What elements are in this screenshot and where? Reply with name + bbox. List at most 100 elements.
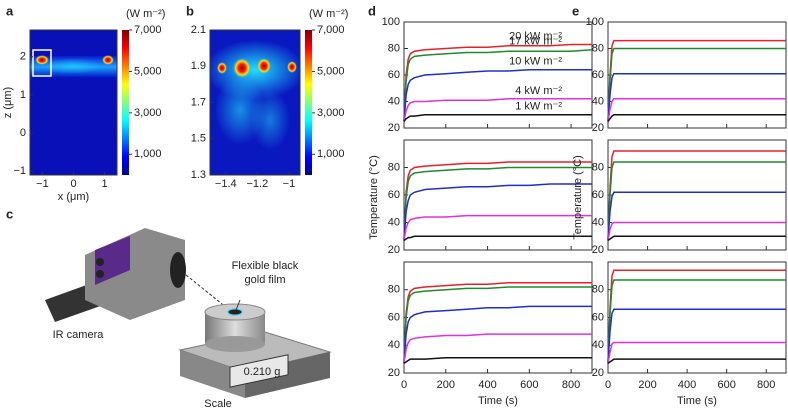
camera-label: IR camera bbox=[53, 329, 105, 341]
y-tick-label: 60 bbox=[388, 69, 400, 81]
y-axis-title: z (μm) bbox=[2, 87, 14, 118]
series-line bbox=[607, 358, 786, 364]
series-line bbox=[403, 166, 592, 241]
plot-frame bbox=[607, 261, 787, 374]
panel-label: d bbox=[368, 3, 376, 18]
film-label: Flexible black bbox=[232, 260, 299, 272]
camera-button bbox=[96, 270, 104, 278]
heatmap-image bbox=[30, 30, 117, 175]
plot-frame bbox=[403, 139, 593, 251]
series-line bbox=[403, 114, 592, 122]
pointer bbox=[235, 299, 241, 311]
x-tick-label: 400 bbox=[478, 379, 496, 391]
y-axis-title: Temperature (°C) bbox=[368, 155, 380, 239]
panel-label: e bbox=[572, 3, 579, 18]
y-tick-label: 20 bbox=[592, 122, 604, 134]
y-tick-label: 60 bbox=[388, 189, 400, 201]
colorbar-unit: (W m⁻²) bbox=[126, 8, 165, 20]
x-tick-label: −1 bbox=[36, 178, 49, 190]
series-line bbox=[607, 269, 786, 364]
colorbar-tick-label: 1,000 bbox=[317, 148, 345, 160]
x-tick-label: 600 bbox=[520, 379, 538, 391]
colorbar-tick-label: 3,000 bbox=[134, 107, 162, 119]
series-line bbox=[403, 43, 592, 122]
x-tick-label: 200 bbox=[638, 379, 656, 391]
y-tick-label: 2 bbox=[20, 51, 26, 63]
y-tick-label: 40 bbox=[388, 216, 400, 228]
x-tick-label: 600 bbox=[717, 379, 735, 391]
series-line bbox=[607, 308, 786, 364]
colorbar-tick-label: 7,000 bbox=[317, 24, 345, 36]
y-tick-label: 40 bbox=[388, 95, 400, 107]
series-line bbox=[607, 47, 786, 122]
y-tick-label: 40 bbox=[592, 95, 604, 107]
y-tick-label: 80 bbox=[388, 284, 400, 296]
series-line bbox=[403, 282, 592, 364]
x-axis-title: Time (s) bbox=[478, 395, 518, 407]
y-tick-label: 80 bbox=[388, 42, 400, 54]
series-line bbox=[607, 341, 786, 364]
colorbar-unit: (W m⁻²) bbox=[309, 8, 348, 20]
y-tick-label: 20 bbox=[388, 122, 400, 134]
x-axis-title: Time (s) bbox=[677, 395, 717, 407]
y-tick-label: 0 bbox=[20, 127, 26, 139]
x-tick-label: 800 bbox=[562, 379, 580, 391]
colorbar-tick-label: 7,000 bbox=[134, 24, 162, 36]
colorbar bbox=[122, 30, 129, 175]
film-sample bbox=[227, 308, 243, 316]
series-label: 10 kW m⁻² bbox=[509, 56, 562, 68]
y-tick-label: 80 bbox=[388, 161, 400, 173]
film-label: gold film bbox=[245, 274, 286, 286]
y-tick-label: 20 bbox=[592, 244, 604, 256]
pedestal-base bbox=[205, 336, 265, 352]
scale-label: Scale bbox=[204, 398, 232, 410]
series-label: 17 kW m⁻² bbox=[509, 36, 562, 48]
y-tick-label: 1 bbox=[20, 89, 26, 101]
series-line bbox=[607, 72, 786, 122]
x-tick-label: 0 bbox=[605, 379, 611, 391]
series-line bbox=[403, 98, 592, 122]
y-tick-label: 1.3 bbox=[191, 169, 206, 181]
y-tick-label: 40 bbox=[388, 339, 400, 351]
plot-frame bbox=[607, 139, 787, 251]
series-line bbox=[403, 356, 592, 364]
colorbar-tick-label: 3,000 bbox=[317, 107, 345, 119]
series-label: 20 kW m⁻² bbox=[509, 30, 562, 42]
series-label: 1 kW m⁻² bbox=[515, 101, 562, 113]
plot-frame bbox=[403, 261, 593, 374]
panel-label: b bbox=[186, 3, 194, 18]
y-tick-label: 20 bbox=[388, 367, 400, 379]
series-line bbox=[607, 114, 786, 122]
series-line bbox=[403, 305, 592, 364]
x-tick-label: 1 bbox=[102, 178, 108, 190]
x-tick-label: 400 bbox=[678, 379, 696, 391]
y-tick-label: 40 bbox=[592, 339, 604, 351]
x-axis-title: x (μm) bbox=[58, 191, 89, 203]
y-tick-label: 20 bbox=[592, 367, 604, 379]
y-tick-label: 60 bbox=[592, 311, 604, 323]
series-line bbox=[607, 98, 786, 122]
y-tick-label: 100 bbox=[382, 16, 400, 28]
x-tick-label: 200 bbox=[437, 379, 455, 391]
series-line bbox=[403, 49, 593, 122]
y-tick-label: 60 bbox=[388, 311, 400, 323]
series-line bbox=[607, 221, 786, 241]
y-axis-title: Temperature (°C) bbox=[572, 155, 584, 239]
illustration: c 0.210 g Flexible black gold film IR ca… bbox=[6, 206, 332, 410]
y-tick-label: 100 bbox=[586, 16, 604, 28]
heatmap-image bbox=[205, 30, 305, 175]
series-line bbox=[607, 235, 786, 242]
y-tick-label: 20 bbox=[388, 244, 400, 256]
plot-frame bbox=[607, 21, 787, 129]
y-tick-label: 1.9 bbox=[191, 60, 206, 72]
scale-reading: 0.210 g bbox=[244, 366, 281, 378]
series-line bbox=[403, 214, 592, 241]
y-tick-label: 80 bbox=[592, 161, 604, 173]
y-tick-label: 1.7 bbox=[191, 96, 206, 108]
series-line bbox=[403, 68, 592, 122]
x-tick-label: −1 bbox=[283, 178, 296, 190]
colorbar bbox=[305, 30, 312, 175]
colorbar-tick-label: 5,000 bbox=[317, 65, 345, 77]
series-line bbox=[607, 161, 786, 241]
